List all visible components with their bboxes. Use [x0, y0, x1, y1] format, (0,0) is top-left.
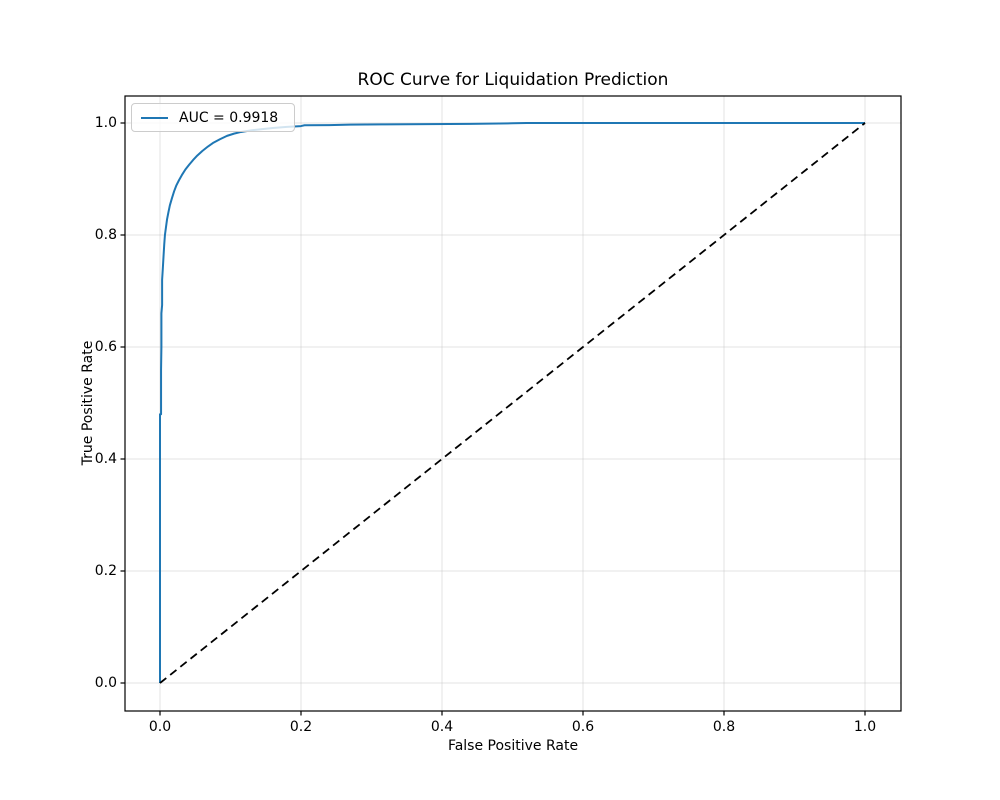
y-tick-label: 0.8: [94, 227, 117, 243]
chance-diagonal-line: [159, 122, 866, 684]
y-tick-label: 0.4: [94, 451, 117, 467]
axes-frame: [124, 95, 902, 712]
legend-label: AUC = 0.9918: [179, 109, 279, 126]
x-tick-label: 0.8: [712, 719, 736, 735]
y-tick-label: 1.0: [94, 115, 117, 131]
x-tick-label: 1.0: [853, 719, 877, 735]
x-axis-label: False Positive Rate: [447, 738, 579, 754]
x-tick-label: 0.4: [430, 719, 454, 735]
x-tick-label: 0.2: [289, 719, 313, 735]
y-tick-label: 0.0: [94, 675, 117, 691]
chart-title: ROC Curve for Liquidation Prediction: [357, 70, 669, 90]
x-tick-label: 0.6: [571, 719, 595, 735]
y-tick-label: 0.6: [94, 339, 117, 355]
y-tick-label: 0.2: [94, 563, 117, 579]
legend-line-swatch: [141, 116, 168, 119]
legend: AUC = 0.9918: [131, 103, 296, 132]
roc-curve-line: [159, 122, 865, 683]
x-tick-label: 0.0: [148, 719, 172, 735]
y-axis-label: True Positive Rate: [80, 340, 96, 466]
